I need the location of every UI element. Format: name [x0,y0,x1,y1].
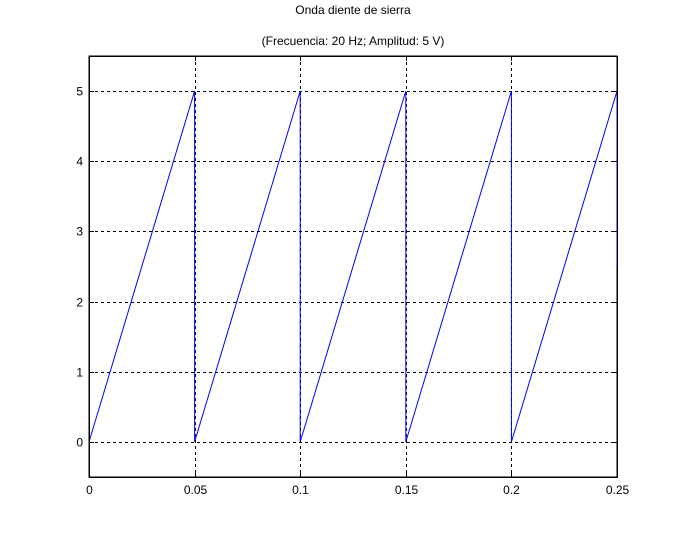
x-tick-label: 0.1 [292,483,309,497]
y-tick-label: 0 [76,436,83,450]
series-layer [88,90,618,443]
x-tick-label: 0.15 [395,483,419,497]
sawtooth-series-line [88,90,618,443]
y-tick-label: 5 [76,85,83,99]
x-tick-label: 0 [86,483,93,497]
y-tick-label: 4 [76,155,83,169]
x-tick-label: 0.2 [503,483,520,497]
chart-subtitle: (Frecuencia: 20 Hz; Amplitud: 5 V) [262,34,445,48]
x-axis-tick-labels: 0 0.05 0.1 0.15 0.2 0.25 [86,483,629,497]
y-tick-label: 1 [76,366,83,380]
y-axis-tick-labels: 0 1 2 3 4 5 [76,85,83,450]
x-tick-label: 0.05 [184,483,208,497]
axes-border [89,56,618,478]
x-tick-label: 0.25 [606,483,630,497]
chart-title: Onda diente de sierra [295,3,411,17]
y-tick-label: 3 [76,225,83,239]
y-tick-label: 2 [76,296,83,310]
